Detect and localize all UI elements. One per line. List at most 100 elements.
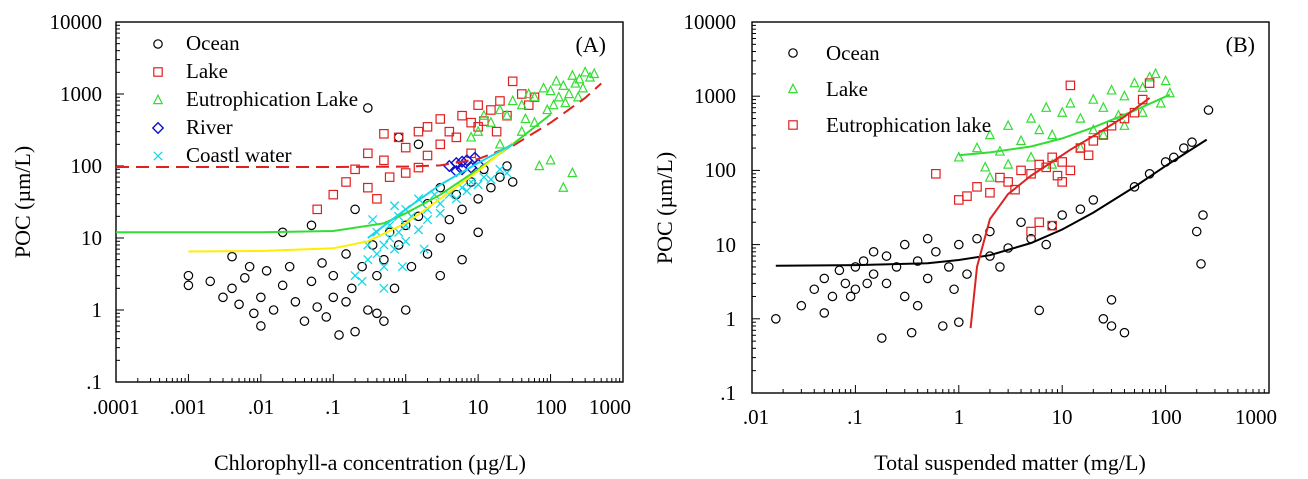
ocean-point [306,220,317,231]
legend-label-eutrophication-lake: Eutrophication lake [826,113,991,137]
ocean-point [1179,143,1189,153]
legend-label-lake: Lake [186,59,228,83]
eutrophication-lake-point [551,75,562,86]
eutrophication-lake-point [1010,184,1020,195]
y-tick-label: 100 [705,158,737,182]
eutrophication-lake-point [1034,217,1045,228]
y-tick-label: 1 [726,307,737,331]
eutrophication-lake-point [545,84,556,96]
ocean-point [850,284,861,295]
ocean-point [972,233,982,244]
ocean-point [451,189,462,200]
fit-line [775,138,1208,267]
ocean-point [881,278,892,289]
lake-point [350,164,360,175]
x-tick-label: 100 [1150,405,1182,429]
panel-b: .1 1 10 100 1000 10000 .01 .1 1 10 100 1… [652,10,1277,475]
ocean-point [962,269,972,279]
ocean-point [1088,195,1099,205]
ocean-point [306,276,317,287]
ocean-point [341,296,351,307]
coastl-water-point [435,208,445,219]
eutrophication-lake-point [545,154,556,165]
lake-point [486,105,496,115]
ocean-point [881,251,892,261]
ocean-point [379,254,389,265]
lake-point [422,150,433,161]
x-tick-labels: .01 .1 1 10 100 1000 [743,405,1277,429]
coastl-water-point [379,283,389,293]
lake-point [473,100,483,110]
coastl-water-point [486,174,496,185]
data-layer [183,66,600,340]
eutrophication-lake-point [567,166,578,178]
lake-point [444,126,455,137]
ocean-point [922,273,933,284]
eutrophication-lake-point [494,138,506,149]
fit-line [116,82,602,168]
y-tick-label: 10000 [50,10,103,34]
y-tick-label: 100 [71,154,103,178]
lake-point [1155,97,1167,108]
ocean-point [393,132,404,143]
panel-label: (A) [575,32,606,57]
ocean-point [244,261,255,272]
legend-marker-lake [787,82,799,94]
legend: Ocean Lake Eutrophication lake [787,41,991,137]
ocean-point [827,291,838,302]
ocean-point [937,321,948,331]
ocean-point [239,273,250,283]
ocean-point [277,280,288,291]
eutrophication-lake-point [1083,150,1094,161]
eutrophication-lake-point [1016,165,1026,176]
ocean-point [486,182,496,193]
eutrophication-lake-point [529,91,540,102]
lake-point [1047,128,1058,140]
eutrophication-lake-point [1003,177,1013,187]
plot-frame [751,21,1270,394]
x-tick-label: .01 [248,395,274,419]
lake-point [393,132,404,143]
ocean-point [372,308,382,319]
lake-point [971,141,983,153]
x-tick-label: 100 [535,395,567,419]
eutrophication-lake-point [516,99,527,110]
ocean-point [912,300,923,311]
x-axis-label: Chlorophyll-a concentration (µg/L) [214,450,526,475]
ocean-point [473,227,483,238]
lake-point [1119,119,1130,130]
legend-label-lake: Lake [826,77,868,101]
ocean-point [953,239,964,250]
ocean-point [862,278,872,289]
coastl-water-point [389,244,400,254]
ocean-point [389,283,400,294]
y-tick-label: .1 [720,381,736,405]
ocean-point [943,262,954,272]
ocean-point [922,233,933,244]
lake-point [372,194,382,204]
lake-point [1034,123,1045,135]
eutrophication-lake-point [995,172,1005,183]
ocean-point [413,139,424,150]
eutrophication-lake-point [501,109,513,120]
coastl-water-point [462,186,472,196]
tick-marks [115,21,624,383]
coastl-water-point [350,270,360,281]
y-tick-label: 10000 [684,10,737,34]
ocean-point [473,194,483,204]
eutrophication-lake-point [523,87,534,99]
ocean-point [1098,313,1109,324]
coastl-water-point [419,244,429,254]
plot-frame [115,21,624,383]
ocean-point [949,284,959,295]
ocean-point [328,270,339,281]
ocean-point [256,321,266,331]
lake-point [1106,84,1117,95]
eutrophication-lake-point [558,79,569,90]
legend-marker-lake [153,67,163,77]
ocean-point [406,261,417,272]
ocean-point [1129,182,1140,192]
x-tick-label: 10 [1052,405,1073,429]
ocean-point [457,254,467,265]
